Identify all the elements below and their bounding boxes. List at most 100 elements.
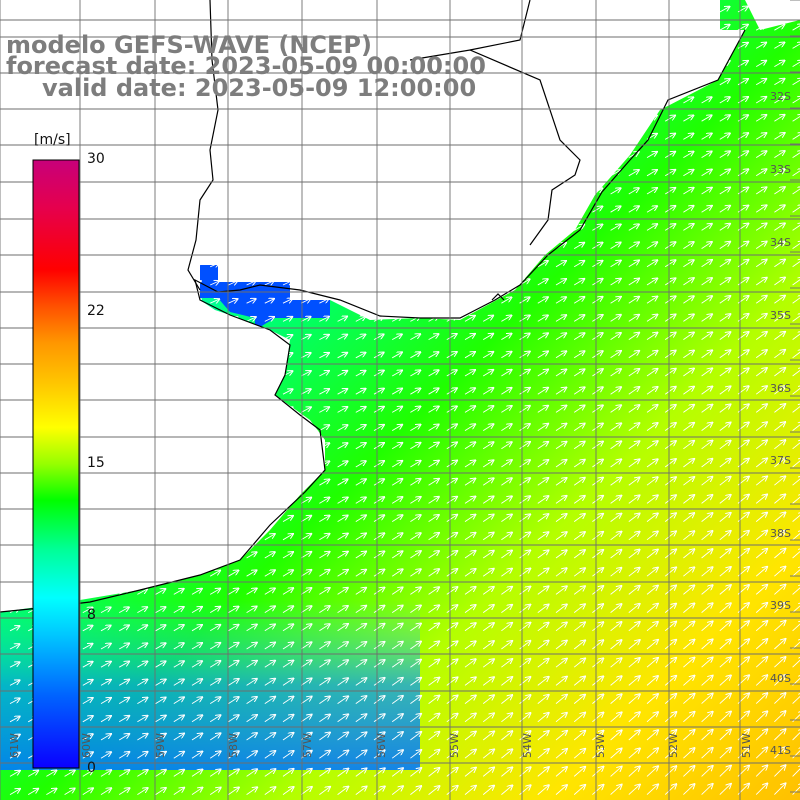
wind-arrow bbox=[792, 296, 800, 304]
wind-arrow bbox=[755, 314, 767, 322]
colorbar-tick-0: 0 bbox=[87, 760, 96, 776]
wind-arrow bbox=[391, 370, 402, 377]
wind-arrow bbox=[792, 530, 800, 541]
wind-arrow bbox=[300, 570, 311, 577]
wind-arrow bbox=[391, 497, 402, 504]
wind-arrow bbox=[464, 388, 475, 395]
wind-arrow bbox=[646, 423, 658, 431]
wind-arrow bbox=[173, 607, 184, 613]
wind-arrow bbox=[592, 243, 602, 249]
wind-arrow bbox=[755, 242, 767, 249]
wind-arrow bbox=[573, 442, 585, 450]
wind-arrow bbox=[628, 477, 640, 486]
wind-arrow bbox=[373, 371, 384, 377]
wind-arrow bbox=[719, 25, 730, 31]
wind-arrow bbox=[428, 605, 440, 613]
wind-arrow bbox=[719, 314, 731, 322]
wind-arrow bbox=[100, 626, 111, 632]
wind-arrow bbox=[482, 496, 493, 504]
wind-arrow bbox=[519, 388, 530, 395]
wind-arrow bbox=[428, 370, 439, 377]
wind-arrow bbox=[719, 260, 730, 268]
wind-arrow bbox=[610, 405, 622, 413]
lat-label: 32S bbox=[770, 90, 791, 103]
wind-arrow bbox=[610, 243, 621, 249]
wind-arrow bbox=[792, 512, 800, 522]
wind-arrow bbox=[573, 424, 585, 431]
wind-arrow bbox=[337, 389, 348, 395]
lon-label: 56W bbox=[375, 733, 388, 758]
wind-arrow bbox=[719, 477, 731, 486]
wind-arrow bbox=[683, 170, 693, 177]
wind-arrow bbox=[501, 352, 511, 359]
wind-arrow bbox=[610, 351, 621, 359]
wind-arrow bbox=[410, 605, 421, 613]
wind-arrow bbox=[373, 624, 385, 632]
wind-arrow bbox=[719, 151, 730, 158]
wind-arrow bbox=[555, 424, 566, 431]
wind-arrow bbox=[300, 534, 311, 541]
lon-label: 51W bbox=[740, 733, 753, 758]
wind-arrow bbox=[355, 371, 366, 377]
wind-arrow bbox=[719, 133, 730, 140]
wind-arrow bbox=[264, 606, 275, 613]
wind-arrow bbox=[701, 441, 713, 450]
wind-arrow bbox=[555, 550, 567, 559]
wind-arrow bbox=[755, 205, 766, 213]
wind-arrow bbox=[519, 315, 530, 322]
wind-arrow bbox=[792, 350, 800, 359]
wind-arrow bbox=[719, 350, 731, 359]
wind-arrow bbox=[774, 296, 785, 304]
wind-arrow bbox=[246, 607, 257, 613]
wind-arrow bbox=[774, 603, 785, 613]
wind-arrow bbox=[537, 568, 549, 577]
wind-arrow bbox=[792, 79, 800, 86]
wind-arrow bbox=[337, 534, 348, 541]
wind-arrow bbox=[519, 352, 530, 359]
wind-arrow bbox=[337, 335, 348, 340]
wind-arrow bbox=[701, 242, 712, 249]
wind-arrow bbox=[537, 605, 549, 613]
wind-arrow bbox=[646, 278, 657, 286]
lat-label: 33S bbox=[770, 163, 791, 176]
wind-arrow bbox=[264, 552, 275, 559]
wind-arrow bbox=[391, 479, 402, 486]
wind-arrow bbox=[464, 533, 476, 541]
wind-arrow bbox=[755, 169, 766, 177]
wind-arrow bbox=[755, 513, 767, 522]
wind-arrow bbox=[228, 570, 238, 577]
wind-arrow bbox=[555, 442, 567, 450]
wind-arrow bbox=[446, 605, 458, 613]
wind-arrow bbox=[446, 424, 457, 431]
wind-arrow bbox=[664, 459, 676, 468]
wind-arrow bbox=[701, 260, 712, 268]
wind-arrow bbox=[774, 151, 784, 158]
wind-arrow bbox=[355, 497, 366, 504]
wind-arrow bbox=[719, 79, 730, 86]
wind-arrow bbox=[646, 513, 658, 522]
wind-arrow bbox=[319, 552, 329, 559]
wind-arrow bbox=[501, 587, 512, 595]
wind-arrow bbox=[519, 532, 531, 541]
wind-arrow bbox=[555, 478, 567, 486]
wind-arrow bbox=[646, 568, 658, 577]
wind-arrow bbox=[646, 495, 658, 504]
wind-arrow bbox=[683, 531, 694, 541]
wind-arrow bbox=[410, 515, 420, 522]
wind-arrow bbox=[646, 586, 658, 595]
wind-arrow bbox=[464, 623, 476, 632]
wind-arrow bbox=[701, 188, 712, 195]
wind-arrow bbox=[246, 588, 257, 595]
wind-arrow bbox=[555, 622, 567, 632]
wind-arrow bbox=[774, 169, 784, 177]
wind-arrow bbox=[300, 371, 311, 377]
wind-arrow bbox=[501, 334, 511, 340]
wind-arrow bbox=[282, 552, 293, 559]
wind-arrow bbox=[610, 514, 622, 522]
wind-arrow bbox=[683, 387, 694, 395]
wind-arrow bbox=[610, 297, 621, 304]
colorbar-tick-30: 30 bbox=[87, 151, 105, 167]
wind-arrow bbox=[701, 387, 713, 395]
wind-arrow bbox=[719, 97, 730, 104]
wind-arrow bbox=[701, 296, 713, 304]
